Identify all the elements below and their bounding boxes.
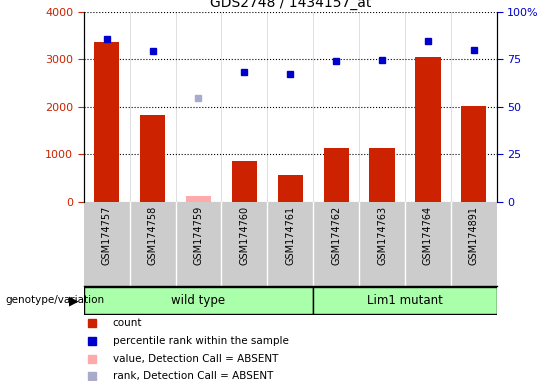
- Bar: [278, 174, 303, 202]
- Bar: [140, 115, 165, 202]
- Bar: [186, 196, 211, 202]
- Text: GSM174760: GSM174760: [239, 206, 249, 265]
- Text: GSM174761: GSM174761: [285, 206, 295, 265]
- Text: ▶: ▶: [69, 294, 78, 307]
- Text: GSM174759: GSM174759: [193, 206, 204, 265]
- Text: GSM174764: GSM174764: [423, 206, 433, 265]
- Text: GSM174891: GSM174891: [469, 206, 479, 265]
- Bar: [94, 42, 119, 202]
- Bar: [84, 286, 313, 314]
- Text: genotype/variation: genotype/variation: [5, 295, 105, 306]
- Text: GSM174758: GSM174758: [147, 206, 158, 265]
- Text: rank, Detection Call = ABSENT: rank, Detection Call = ABSENT: [113, 371, 273, 381]
- Text: wild type: wild type: [171, 294, 226, 307]
- Bar: [232, 161, 257, 202]
- Bar: [323, 148, 349, 202]
- Text: percentile rank within the sample: percentile rank within the sample: [113, 336, 288, 346]
- Text: GSM174762: GSM174762: [331, 206, 341, 265]
- Text: GSM174763: GSM174763: [377, 206, 387, 265]
- Bar: [415, 57, 441, 202]
- Bar: [369, 148, 395, 202]
- Bar: [313, 286, 497, 314]
- Text: GSM174757: GSM174757: [102, 206, 112, 265]
- Text: Lim1 mutant: Lim1 mutant: [367, 294, 443, 307]
- Text: value, Detection Call = ABSENT: value, Detection Call = ABSENT: [113, 354, 278, 364]
- Text: count: count: [113, 318, 142, 328]
- Bar: [461, 106, 487, 202]
- Title: GDS2748 / 1434157_at: GDS2748 / 1434157_at: [210, 0, 371, 10]
